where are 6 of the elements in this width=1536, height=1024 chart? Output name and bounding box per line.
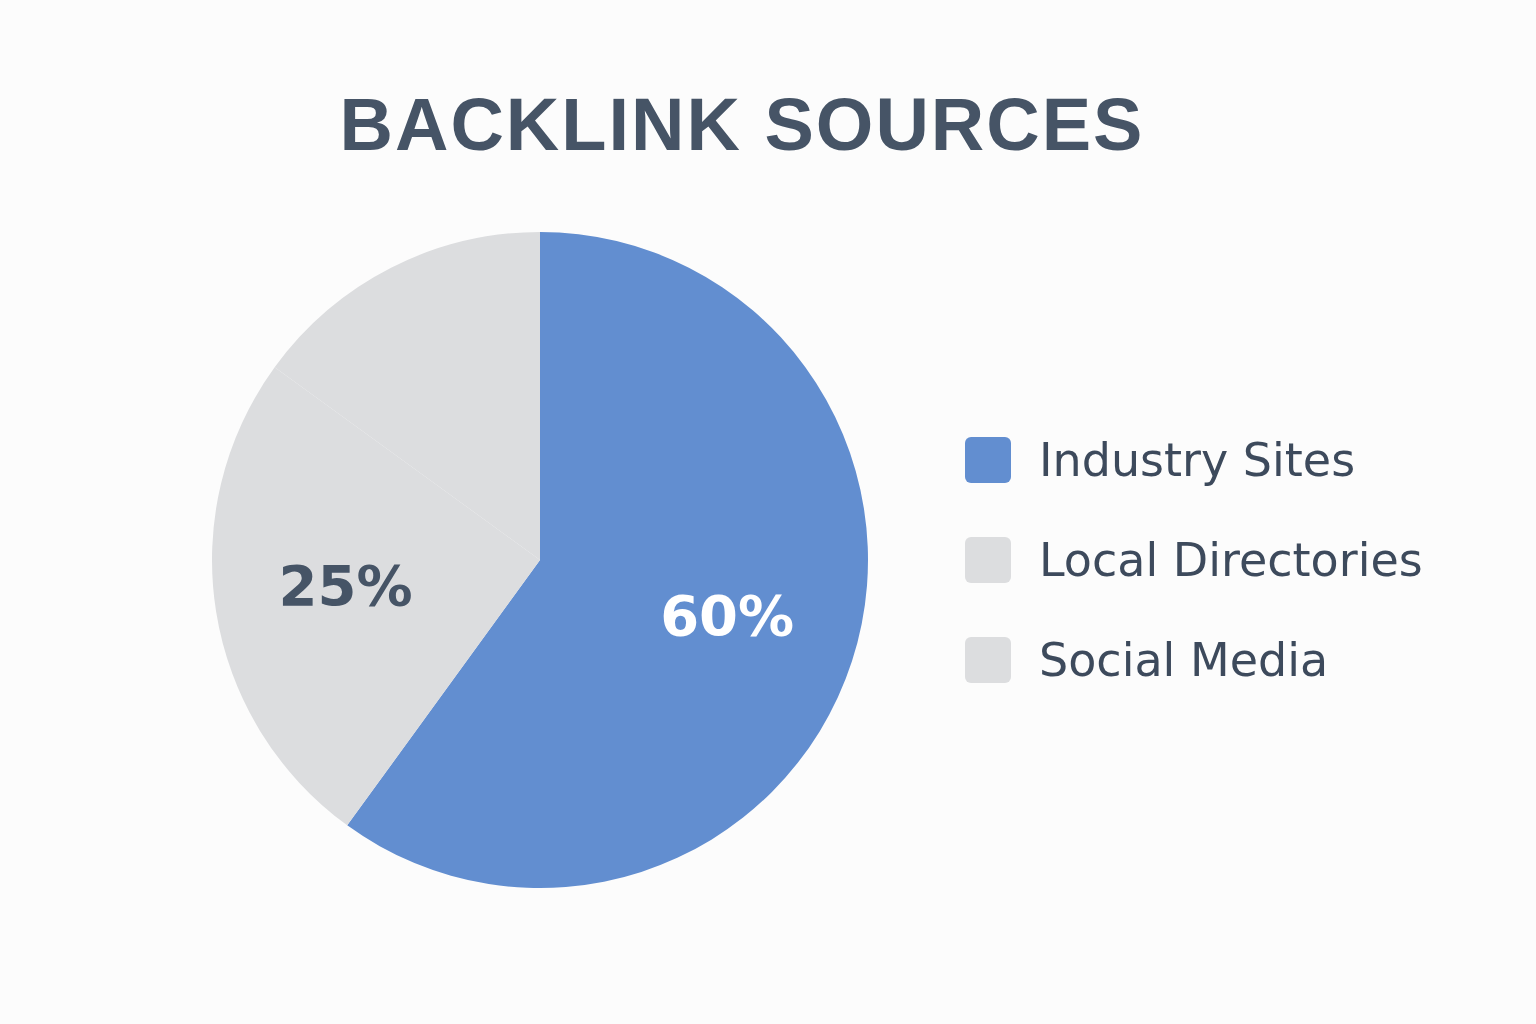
chart-title: BACKLINK SOURCES [338,82,1146,167]
legend-label: Local Directories [1039,533,1423,587]
legend-label: Industry Sites [1039,433,1356,487]
data-label: 25% [278,553,413,619]
data-label: 60% [660,583,795,649]
legend-label: Social Media [1039,633,1329,687]
